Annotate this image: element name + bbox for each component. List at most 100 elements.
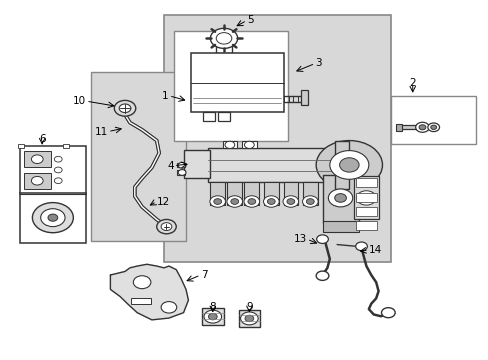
Text: 11: 11 bbox=[95, 127, 108, 136]
Circle shape bbox=[161, 223, 171, 230]
Bar bbox=[303, 182, 317, 205]
Bar bbox=[202, 308, 223, 325]
Circle shape bbox=[356, 191, 375, 205]
Bar bbox=[244, 182, 259, 205]
Bar bbox=[222, 141, 237, 148]
Text: 13: 13 bbox=[293, 234, 306, 244]
Circle shape bbox=[306, 199, 314, 204]
Circle shape bbox=[316, 235, 328, 243]
Circle shape bbox=[244, 315, 253, 321]
Circle shape bbox=[210, 28, 237, 48]
Bar bbox=[177, 170, 184, 175]
Circle shape bbox=[54, 156, 62, 162]
Bar bbox=[210, 182, 224, 205]
Circle shape bbox=[267, 199, 275, 204]
Text: 2: 2 bbox=[408, 78, 415, 88]
Circle shape bbox=[427, 123, 439, 132]
Circle shape bbox=[339, 158, 358, 172]
Bar bbox=[24, 173, 51, 189]
Bar bbox=[207, 148, 339, 182]
Text: 7: 7 bbox=[200, 270, 207, 280]
Circle shape bbox=[328, 189, 352, 207]
Bar bbox=[242, 141, 256, 148]
Circle shape bbox=[244, 141, 254, 148]
Bar bbox=[355, 221, 376, 230]
Bar bbox=[20, 193, 86, 243]
Text: 10: 10 bbox=[73, 96, 86, 106]
Bar bbox=[283, 182, 298, 205]
Bar bbox=[322, 175, 358, 223]
Circle shape bbox=[263, 196, 279, 207]
Circle shape bbox=[418, 125, 425, 130]
Circle shape bbox=[316, 140, 382, 189]
Bar bbox=[353, 176, 378, 220]
Bar bbox=[355, 207, 376, 216]
Circle shape bbox=[209, 196, 225, 207]
Circle shape bbox=[133, 276, 151, 289]
Circle shape bbox=[381, 308, 394, 318]
Circle shape bbox=[178, 170, 185, 175]
Text: 12: 12 bbox=[157, 197, 170, 207]
Circle shape bbox=[316, 271, 328, 280]
Bar bbox=[238, 310, 260, 327]
Circle shape bbox=[178, 162, 185, 168]
Circle shape bbox=[230, 199, 238, 204]
Circle shape bbox=[415, 122, 428, 132]
Circle shape bbox=[355, 242, 366, 251]
Bar bbox=[190, 53, 283, 112]
Circle shape bbox=[203, 310, 221, 323]
Text: 6: 6 bbox=[39, 134, 45, 144]
Bar bbox=[177, 163, 184, 167]
Bar bbox=[173, 31, 288, 140]
Circle shape bbox=[41, 209, 65, 226]
Text: 14: 14 bbox=[368, 245, 381, 255]
Bar bbox=[183, 149, 210, 178]
Text: 9: 9 bbox=[245, 302, 252, 312]
Bar bbox=[334, 140, 348, 189]
Text: 5: 5 bbox=[246, 15, 253, 26]
Bar bbox=[227, 182, 242, 205]
Bar bbox=[300, 90, 307, 105]
Circle shape bbox=[286, 199, 294, 204]
Circle shape bbox=[31, 176, 43, 185]
Bar bbox=[355, 193, 376, 202]
Circle shape bbox=[247, 199, 255, 204]
Bar bbox=[216, 42, 231, 53]
Bar bbox=[395, 124, 401, 131]
Bar bbox=[264, 182, 278, 205]
Circle shape bbox=[54, 178, 62, 184]
Bar bbox=[355, 178, 376, 187]
Bar bbox=[63, 144, 69, 148]
Bar bbox=[217, 112, 229, 121]
Circle shape bbox=[283, 196, 298, 207]
Circle shape bbox=[114, 100, 136, 116]
Circle shape bbox=[157, 220, 176, 234]
Bar bbox=[390, 96, 475, 144]
Text: 1: 1 bbox=[162, 91, 168, 101]
Bar bbox=[397, 126, 429, 129]
Text: 4: 4 bbox=[167, 161, 173, 171]
Circle shape bbox=[334, 194, 346, 202]
Polygon shape bbox=[110, 264, 188, 320]
Circle shape bbox=[430, 125, 436, 130]
Bar bbox=[18, 144, 23, 148]
Bar bbox=[322, 221, 358, 232]
Circle shape bbox=[48, 214, 58, 221]
Circle shape bbox=[32, 203, 73, 233]
Circle shape bbox=[302, 196, 318, 207]
Circle shape bbox=[119, 104, 131, 113]
Circle shape bbox=[224, 141, 234, 148]
Text: 8: 8 bbox=[209, 302, 216, 312]
Bar bbox=[91, 72, 185, 241]
Circle shape bbox=[329, 150, 368, 179]
Bar bbox=[163, 15, 390, 262]
Circle shape bbox=[226, 196, 242, 207]
Circle shape bbox=[54, 167, 62, 173]
Circle shape bbox=[244, 196, 259, 207]
Circle shape bbox=[31, 155, 43, 163]
Circle shape bbox=[213, 199, 221, 204]
Bar bbox=[20, 146, 86, 194]
Text: 3: 3 bbox=[315, 58, 321, 68]
Bar bbox=[131, 298, 151, 304]
Bar bbox=[24, 151, 51, 167]
